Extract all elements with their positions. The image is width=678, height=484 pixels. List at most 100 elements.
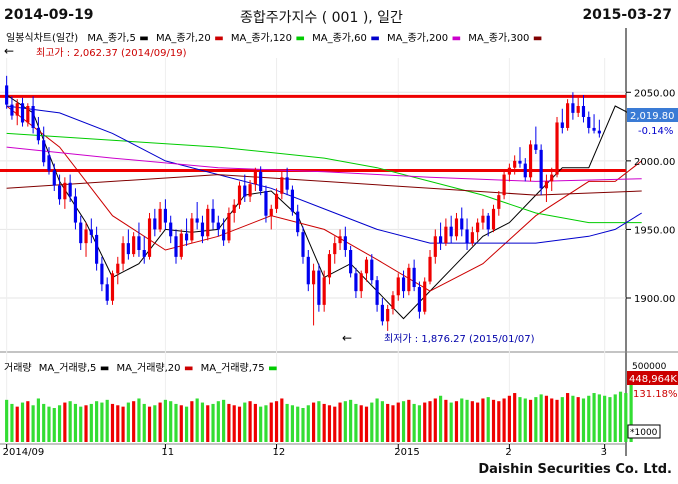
volume-bar-105 — [560, 397, 564, 442]
candle-body-7 — [42, 140, 46, 163]
stock-chart[interactable]: 2050.00 2000.00 1950.00 1900.00 2014/09 11 12… — [0, 28, 678, 484]
volume-bar-6 — [36, 398, 40, 442]
candle-106 — [566, 99, 570, 131]
volume-bar-76 — [407, 399, 411, 442]
volume-bar-104 — [555, 399, 559, 442]
candle-body-101 — [539, 149, 543, 189]
last-price-badge — [627, 108, 678, 122]
candle-body-110 — [587, 116, 591, 128]
volume-bars — [5, 380, 633, 442]
candle-body-17 — [95, 234, 99, 264]
volume-last-label: 448,964K — [629, 374, 677, 385]
volume-bar-71 — [380, 401, 384, 442]
volume-bar-79 — [423, 402, 427, 442]
volume-bar-36 — [195, 398, 199, 442]
candle-body-11 — [63, 182, 67, 200]
y-tick-label-2: 1950.00 — [634, 225, 675, 236]
volume-bar-112 — [597, 394, 601, 442]
volume-bar-113 — [603, 395, 607, 442]
candle-body-52 — [280, 177, 284, 194]
ma-line-4 — [6, 146, 642, 182]
candle-3 — [20, 97, 25, 127]
volume-bar-61 — [327, 405, 332, 442]
candle-body-75 — [401, 277, 406, 292]
candle-body-67 — [359, 273, 363, 292]
candle-body-21 — [116, 263, 120, 274]
volume-bar-39 — [211, 403, 215, 442]
candle-body-103 — [550, 174, 554, 182]
candle-37 — [200, 215, 205, 244]
candle-51 — [274, 188, 279, 213]
candle-79 — [423, 277, 427, 315]
candle-body-66 — [354, 273, 358, 292]
volume-legend-ma5: MA_거래량,5 — [39, 362, 97, 374]
x-tick-label-1: 11 — [161, 447, 174, 458]
candle-10 — [57, 174, 62, 205]
volume-bar-33 — [179, 405, 183, 442]
volume-bar-63 — [338, 402, 342, 442]
candle-25 — [137, 222, 141, 257]
reference-lines — [0, 94, 626, 172]
candle-34 — [184, 218, 189, 246]
candle-96 — [513, 155, 517, 175]
candle-body-39 — [211, 208, 215, 223]
volume-bar-17 — [95, 401, 99, 442]
candle-body-79 — [423, 281, 427, 312]
candle-body-76 — [407, 267, 411, 292]
volume-bar-23 — [126, 402, 130, 442]
volume-bar-67 — [359, 405, 363, 442]
candle-0 — [5, 75, 9, 109]
candle-body-12 — [68, 182, 72, 197]
volume-bar-52 — [280, 398, 284, 442]
volume-bar-34 — [184, 406, 189, 442]
volume-bar-56 — [301, 408, 305, 442]
volume-bar-21 — [116, 405, 120, 442]
volume-bar-64 — [343, 401, 347, 442]
volume-bar-91 — [486, 397, 490, 442]
candlesticks — [5, 75, 601, 331]
volume-bar-89 — [476, 402, 480, 442]
volume-unit-label: *1000 — [630, 428, 658, 438]
candle-16 — [89, 218, 93, 244]
legend-ma300: MA_종가,300 — [468, 32, 529, 44]
candle-body-112 — [597, 130, 601, 134]
candle-body-4 — [26, 106, 30, 123]
candle-body-107 — [571, 103, 575, 113]
candle-66 — [354, 267, 358, 298]
volume-bar-106 — [566, 393, 570, 442]
candle-body-93 — [497, 195, 501, 209]
candle-26 — [142, 236, 146, 264]
volume-bar-94 — [502, 398, 506, 442]
volume-bar-109 — [581, 398, 586, 442]
candle-body-41 — [222, 229, 226, 241]
volume-bar-95 — [507, 395, 511, 442]
candle-29 — [158, 202, 162, 233]
candle-body-78 — [417, 287, 422, 312]
ma-line-2 — [6, 132, 642, 224]
candle-64 — [343, 226, 347, 257]
volume-bar-24 — [132, 401, 136, 442]
volume-bar-85 — [454, 401, 459, 442]
candle-body-96 — [513, 160, 517, 168]
volume-bar-32 — [174, 403, 178, 442]
candle-body-70 — [375, 280, 379, 305]
volume-bar-31 — [169, 401, 173, 442]
volume-bar-19 — [105, 399, 109, 442]
volume-bar-77 — [412, 403, 416, 442]
candle-body-109 — [581, 106, 586, 117]
candle-body-90 — [481, 215, 485, 223]
volume-bar-72 — [386, 403, 390, 442]
volume-bar-26 — [142, 403, 146, 442]
candle-54 — [290, 185, 295, 216]
candle-52 — [280, 171, 284, 200]
candle-1 — [10, 96, 14, 120]
candle-body-95 — [507, 167, 511, 175]
candle-body-23 — [126, 243, 130, 255]
volume-bar-48 — [259, 406, 263, 442]
candle-18 — [100, 256, 104, 292]
candle-body-80 — [428, 256, 432, 282]
candle-body-65 — [349, 250, 353, 274]
candle-body-26 — [142, 250, 146, 257]
x-tick-labels: 2014/09 11 12 2015 2 3 — [3, 444, 607, 458]
candle-35 — [190, 212, 194, 244]
